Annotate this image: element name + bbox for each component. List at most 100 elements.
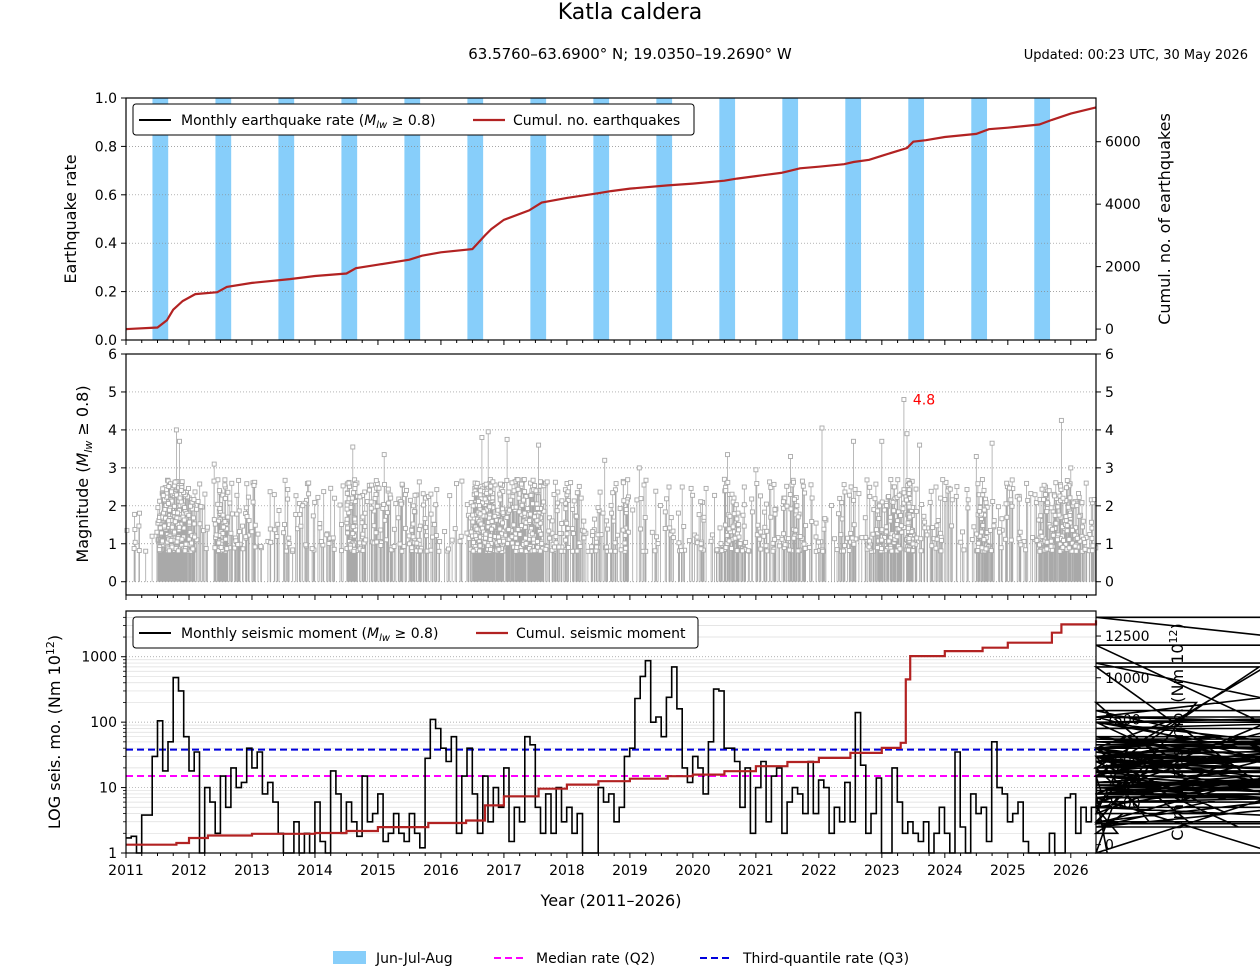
magnitude-point (1080, 524, 1085, 530)
magnitude-point (428, 491, 434, 497)
magnitude-point (378, 543, 384, 548)
magnitude-point (386, 500, 392, 506)
magnitude-point (163, 515, 168, 521)
magnitude-point (490, 495, 496, 501)
magnitude-point (1034, 537, 1040, 543)
magnitude-point (167, 507, 172, 513)
magnitude-point (942, 497, 948, 502)
magnitude-point (504, 436, 510, 442)
magnitude-point (347, 545, 353, 551)
magnitude-point (124, 527, 130, 533)
magnitude-point (1053, 480, 1059, 486)
magnitude-point (581, 535, 587, 541)
magnitude-point (402, 492, 408, 498)
magnitude-point (763, 501, 769, 507)
magnitude-point (527, 511, 533, 517)
magnitude-point (895, 477, 901, 483)
magnitude-point (324, 532, 330, 538)
magnitude-point (516, 509, 522, 515)
magnitude-point (522, 510, 528, 516)
magnitude-point (1003, 536, 1009, 542)
magnitude-point (564, 520, 570, 526)
magnitude-point (1044, 509, 1050, 515)
magnitude-point (620, 480, 626, 486)
magnitude-point (719, 548, 725, 554)
magnitude-point (306, 491, 312, 497)
p1-legend-box (132, 103, 695, 136)
magnitude-point (452, 526, 458, 532)
magnitude-point (505, 541, 510, 547)
magnitude-point (917, 442, 923, 448)
y-tick-label: 1.0 (95, 91, 117, 107)
magnitude-point (160, 486, 166, 492)
magnitude-point (172, 519, 178, 525)
magnitude-point (369, 482, 375, 488)
magnitude-point (183, 541, 189, 547)
magnitude-point (1009, 477, 1015, 483)
magnitude-point (816, 539, 821, 545)
y-right-tick-label: 5000 (1105, 754, 1141, 770)
magnitude-point (192, 489, 198, 495)
magnitude-point (768, 514, 774, 520)
magnitude-point (987, 527, 993, 533)
magnitude-point (409, 545, 415, 551)
magnitude-point (424, 533, 429, 539)
magnitude-point (764, 528, 770, 534)
magnitude-point (407, 497, 413, 503)
magnitude-point (1076, 513, 1082, 519)
magnitude-point (907, 481, 913, 487)
magnitude-point (179, 536, 185, 542)
magnitude-point (243, 534, 249, 540)
magnitude-point (653, 488, 659, 494)
magnitude-point (468, 529, 474, 535)
magnitude-point (437, 539, 443, 544)
magnitude-point (638, 526, 644, 532)
magnitude-point (897, 546, 903, 552)
y-right-tick-label: 1 (1105, 537, 1114, 553)
magnitude-point (965, 497, 971, 503)
magnitude-point (1033, 500, 1039, 506)
magnitude-point (212, 545, 218, 551)
magnitude-point (727, 513, 733, 519)
magnitude-point (446, 546, 451, 552)
magnitude-point (620, 527, 626, 533)
magnitude-point (318, 539, 324, 544)
magnitude-point (736, 534, 742, 540)
magnitude-point (780, 499, 786, 505)
magnitude-point (918, 548, 924, 554)
magnitude-point (615, 532, 620, 538)
y-right-tick-label: 2500 (1105, 796, 1141, 812)
magnitude-point (641, 482, 647, 488)
magnitude-point (166, 518, 172, 524)
magnitude-point (331, 546, 337, 552)
magnitude-point (136, 548, 142, 553)
magnitude-point (939, 537, 944, 543)
magnitude-point (357, 494, 363, 500)
magnitude-point (344, 502, 350, 508)
magnitude-point (267, 489, 273, 495)
magnitude-point (708, 538, 714, 544)
magnitude-point (813, 534, 819, 540)
magnitude-point (768, 484, 774, 490)
magnitude-point (837, 495, 843, 501)
magnitude-point (340, 483, 346, 489)
magnitude-point (558, 548, 564, 554)
magnitude-point (873, 481, 879, 487)
magnitude-point (740, 512, 746, 518)
magnitude-point (608, 548, 613, 554)
magnitude-point (734, 548, 740, 554)
magnitude-point (457, 538, 463, 544)
magnitude-point (507, 507, 513, 513)
magnitude-point (464, 502, 470, 508)
magnitude-point (293, 512, 299, 517)
magnitude-point (165, 501, 171, 506)
magnitude-point (612, 540, 618, 546)
y-tick-label: 3 (108, 461, 117, 477)
p1-legend: Monthly earthquake rate (Mlw ≥ 0.8) Cumu… (132, 103, 695, 136)
magnitude-point (758, 493, 763, 499)
magnitude-point (571, 498, 577, 504)
magnitude-point (489, 526, 495, 532)
magnitude-point (513, 504, 519, 510)
magnitude-point (1049, 526, 1055, 532)
magnitude-point (442, 529, 448, 534)
